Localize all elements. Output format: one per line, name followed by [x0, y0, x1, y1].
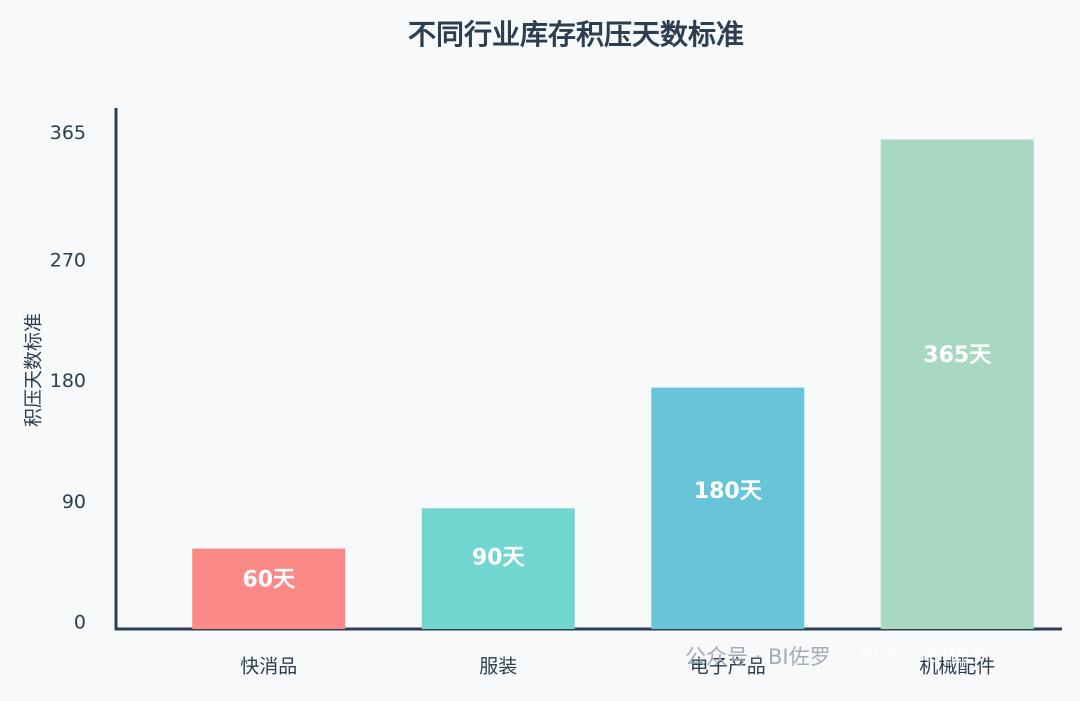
y-tick-label: 0 — [74, 612, 86, 634]
y-tick-label: 90 — [62, 491, 86, 513]
y-axis-title: 积压天数标准 — [23, 313, 45, 427]
x-tick-label: 电子产品 — [690, 656, 766, 678]
bar — [421, 508, 575, 629]
chart-title: 不同行业库存积压天数标准 — [408, 18, 744, 51]
x-tick-label: 机械配件 — [919, 656, 995, 678]
bar — [192, 548, 346, 629]
value-label: 90天 — [472, 546, 526, 571]
y-tick-label: 180 — [50, 370, 86, 392]
value-label: 365天 — [923, 343, 992, 368]
bar — [880, 139, 1034, 629]
x-tick-label: 快消品 — [240, 656, 297, 678]
bar — [651, 387, 805, 629]
x-tick-label: 服装 — [479, 656, 517, 678]
value-label: 180天 — [694, 479, 763, 504]
value-label: 60天 — [242, 568, 296, 593]
y-tick-label: 270 — [50, 249, 86, 271]
watermark: 知乎 @BI佐罗 — [858, 643, 990, 667]
watermark: 公众号 · BI佐罗 — [685, 645, 831, 669]
y-tick-label: 365 — [50, 122, 86, 144]
